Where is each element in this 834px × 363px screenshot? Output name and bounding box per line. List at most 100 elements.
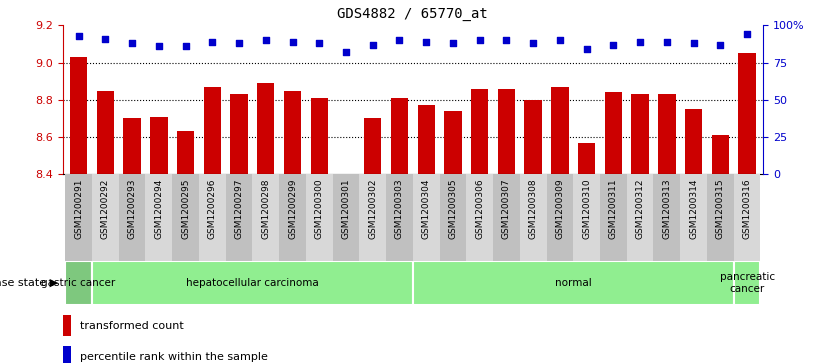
Bar	[145, 174, 172, 261]
Point	[72, 33, 85, 39]
Bar	[626, 174, 654, 261]
Bar	[546, 174, 573, 261]
Bar	[257, 83, 274, 174]
Text: GSM1200296: GSM1200296	[208, 179, 217, 239]
Text: hepatocellular carcinoma: hepatocellular carcinoma	[186, 278, 319, 288]
Bar	[391, 98, 408, 174]
Bar	[177, 131, 194, 174]
Bar	[551, 87, 569, 174]
Bar	[118, 174, 145, 261]
Bar	[92, 174, 118, 261]
Text: GSM1200314: GSM1200314	[689, 179, 698, 239]
Point	[661, 39, 674, 45]
Point	[446, 40, 460, 46]
Bar	[333, 174, 359, 261]
Bar	[65, 261, 92, 305]
Point	[714, 42, 727, 48]
Bar	[711, 135, 729, 174]
Text: GSM1200309: GSM1200309	[555, 179, 565, 239]
Text: normal: normal	[555, 278, 591, 288]
Bar	[203, 87, 221, 174]
Bar	[573, 174, 600, 261]
Bar	[631, 94, 649, 174]
Text: GSM1200292: GSM1200292	[101, 179, 110, 239]
Text: GSM1200308: GSM1200308	[529, 179, 538, 239]
Text: GSM1200293: GSM1200293	[128, 179, 137, 239]
Text: GSM1200294: GSM1200294	[154, 179, 163, 239]
Text: gastric cancer: gastric cancer	[42, 278, 116, 288]
Text: GSM1200310: GSM1200310	[582, 179, 591, 239]
Point	[634, 39, 647, 45]
Bar	[279, 174, 306, 261]
Text: GSM1200311: GSM1200311	[609, 179, 618, 239]
Text: GSM1200299: GSM1200299	[288, 179, 297, 239]
Text: transformed count: transformed count	[80, 321, 183, 331]
Text: GSM1200295: GSM1200295	[181, 179, 190, 239]
Bar	[578, 143, 595, 174]
Bar	[413, 261, 734, 305]
Bar	[253, 174, 279, 261]
Text: GDS4882 / 65770_at: GDS4882 / 65770_at	[338, 7, 488, 21]
Point	[233, 40, 246, 46]
Text: GSM1200301: GSM1200301	[341, 179, 350, 239]
Point	[339, 49, 353, 55]
Text: GSM1200300: GSM1200300	[314, 179, 324, 239]
Bar	[70, 57, 88, 174]
Bar	[306, 174, 333, 261]
Text: GSM1200291: GSM1200291	[74, 179, 83, 239]
Bar	[685, 109, 702, 174]
Bar	[413, 174, 440, 261]
Bar	[63, 346, 71, 363]
Bar	[600, 174, 626, 261]
Point	[152, 43, 165, 49]
Point	[366, 42, 379, 48]
Point	[606, 42, 620, 48]
Text: GSM1200312: GSM1200312	[636, 179, 645, 239]
Text: GSM1200298: GSM1200298	[261, 179, 270, 239]
Bar	[707, 174, 734, 261]
Point	[420, 39, 433, 45]
Point	[741, 32, 754, 37]
Bar	[199, 174, 226, 261]
Text: disease state ▶: disease state ▶	[0, 278, 58, 288]
Bar	[734, 261, 761, 305]
Text: GSM1200306: GSM1200306	[475, 179, 485, 239]
Text: GSM1200297: GSM1200297	[234, 179, 244, 239]
Point	[580, 46, 593, 52]
Bar	[63, 315, 71, 336]
Bar	[230, 94, 248, 174]
Bar	[681, 174, 707, 261]
Bar	[123, 118, 141, 174]
Bar	[284, 90, 301, 174]
Bar	[605, 92, 622, 174]
Point	[313, 40, 326, 46]
Bar	[498, 89, 515, 174]
Text: GSM1200316: GSM1200316	[742, 179, 751, 239]
Bar	[654, 174, 681, 261]
Text: percentile rank within the sample: percentile rank within the sample	[80, 352, 268, 362]
Point	[206, 39, 219, 45]
Point	[526, 40, 540, 46]
Point	[473, 37, 486, 43]
Text: GSM1200313: GSM1200313	[662, 179, 671, 239]
Point	[125, 40, 138, 46]
Bar	[92, 261, 413, 305]
Text: pancreatic
cancer: pancreatic cancer	[720, 272, 775, 294]
Text: GSM1200302: GSM1200302	[369, 179, 377, 239]
Bar	[386, 174, 413, 261]
Text: GSM1200305: GSM1200305	[449, 179, 457, 239]
Point	[286, 39, 299, 45]
Bar	[150, 117, 168, 174]
Bar	[97, 90, 114, 174]
Bar	[738, 53, 756, 174]
Point	[500, 37, 513, 43]
Point	[98, 36, 112, 42]
Bar	[359, 174, 386, 261]
Point	[553, 37, 566, 43]
Bar	[226, 174, 253, 261]
Point	[178, 43, 192, 49]
Text: GSM1200315: GSM1200315	[716, 179, 725, 239]
Bar	[172, 174, 199, 261]
Point	[393, 37, 406, 43]
Text: GSM1200307: GSM1200307	[502, 179, 511, 239]
